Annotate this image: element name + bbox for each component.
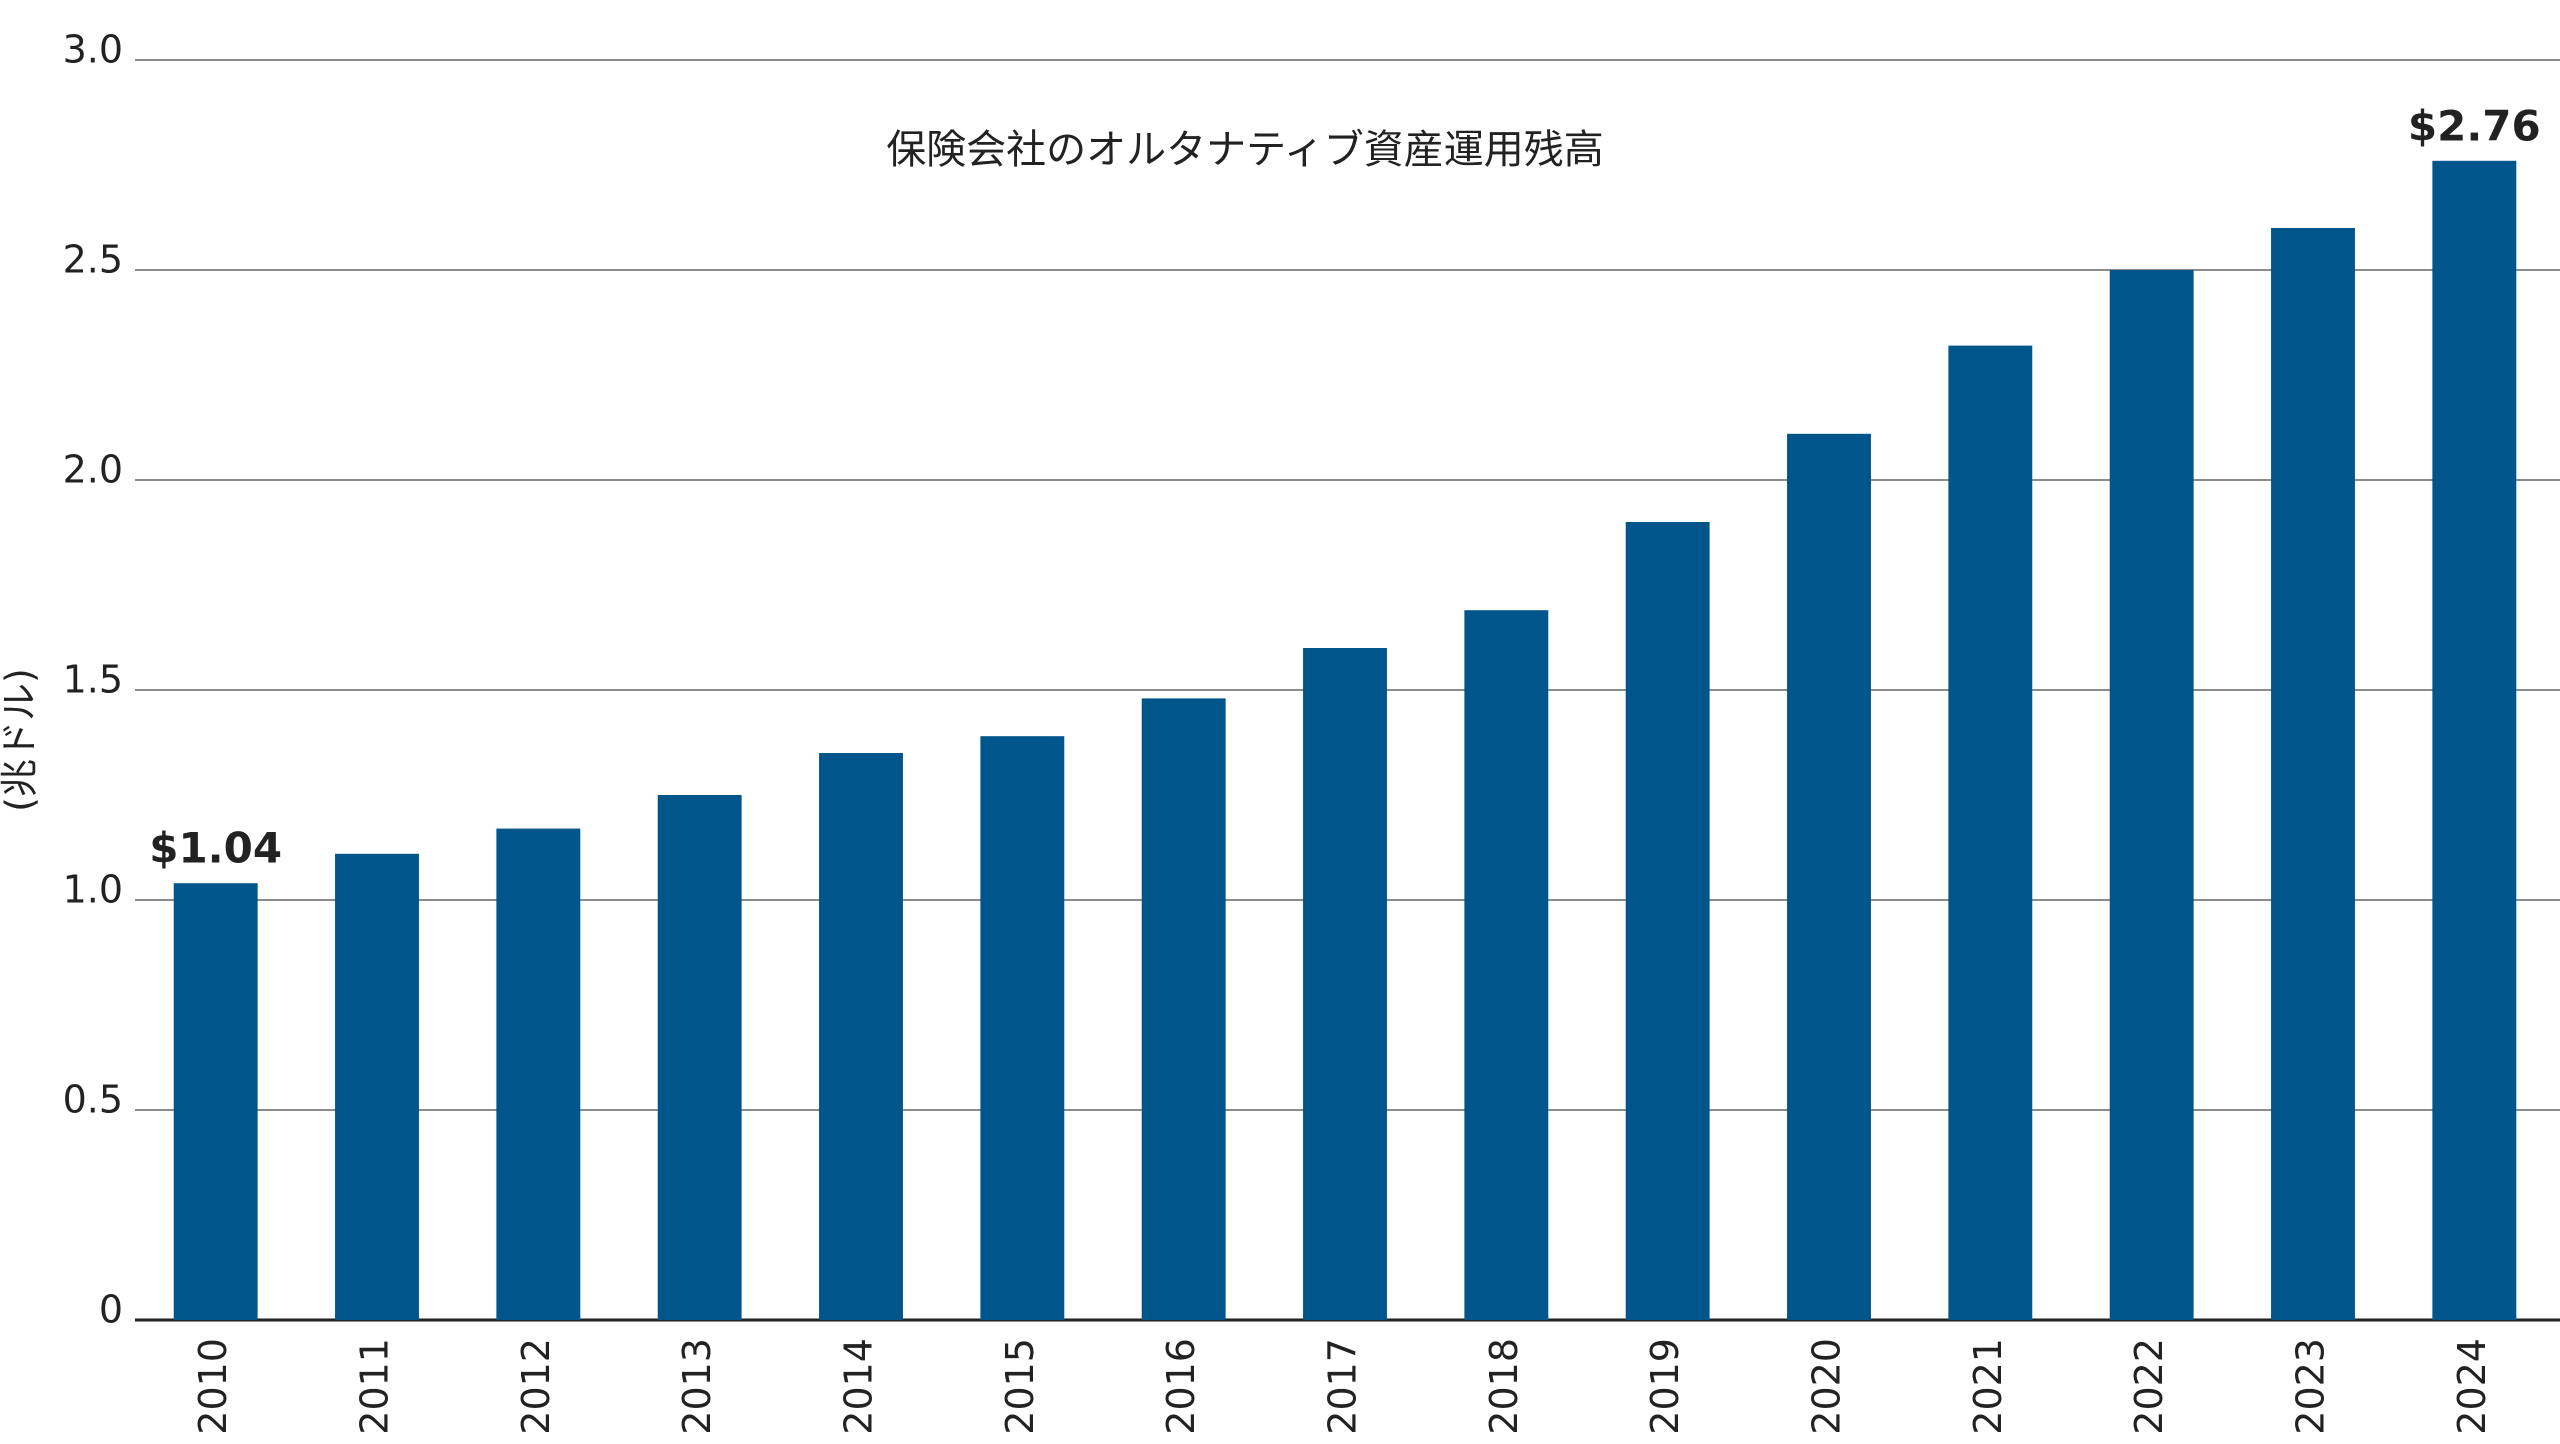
bar — [819, 753, 903, 1320]
value-label: $2.76 — [2408, 101, 2541, 150]
bar — [1625, 522, 1710, 1320]
x-tick-label: 2015 — [998, 1338, 1042, 1435]
x-tick-label: 2014 — [837, 1338, 881, 1435]
x-tick-label: 2016 — [1159, 1338, 1203, 1435]
bar — [335, 853, 419, 1320]
x-tick-label: 2017 — [1321, 1338, 1365, 1435]
bar — [2109, 270, 2194, 1320]
x-tick-label: 2013 — [675, 1338, 719, 1435]
x-tick-label: 2023 — [2289, 1338, 2333, 1435]
x-tick-label: 2024 — [2450, 1338, 2494, 1435]
x-tick-label: 2021 — [1966, 1338, 2010, 1435]
x-tick-label: 2019 — [1643, 1338, 1687, 1435]
y-tick-label: 0.5 — [63, 1078, 123, 1122]
x-tick-label: 2020 — [1805, 1338, 1849, 1435]
x-tick-label: 2012 — [514, 1338, 558, 1435]
y-tick-label: 3.0 — [63, 28, 123, 72]
x-tick-label: 2010 — [191, 1338, 235, 1435]
bar — [2432, 160, 2517, 1320]
bar — [1303, 648, 1387, 1320]
value-label: $1.04 — [149, 824, 282, 873]
y-tick-label: 1.0 — [63, 868, 123, 912]
x-tick-label: 2022 — [2127, 1338, 2171, 1435]
y-tick-label: 1.5 — [63, 658, 123, 702]
y-tick-label: 0 — [99, 1288, 123, 1332]
bar — [1787, 433, 1871, 1320]
x-tick-label: 2018 — [1482, 1338, 1526, 1435]
bar — [1464, 610, 1549, 1320]
x-tick-label: 2011 — [353, 1338, 397, 1435]
bar — [1141, 698, 1226, 1320]
y-tick-label: 2.5 — [63, 238, 123, 282]
bar — [657, 795, 742, 1320]
bar — [173, 883, 258, 1320]
bar — [980, 736, 1065, 1320]
y-tick-label: 2.0 — [63, 448, 123, 492]
bar — [1948, 345, 2033, 1321]
bar — [496, 828, 581, 1320]
chart-title: 保険会社のオルタナティブ資産運用残高 — [886, 127, 1604, 173]
y-axis-label: (兆ドル) — [0, 668, 42, 812]
bar — [2271, 228, 2355, 1320]
